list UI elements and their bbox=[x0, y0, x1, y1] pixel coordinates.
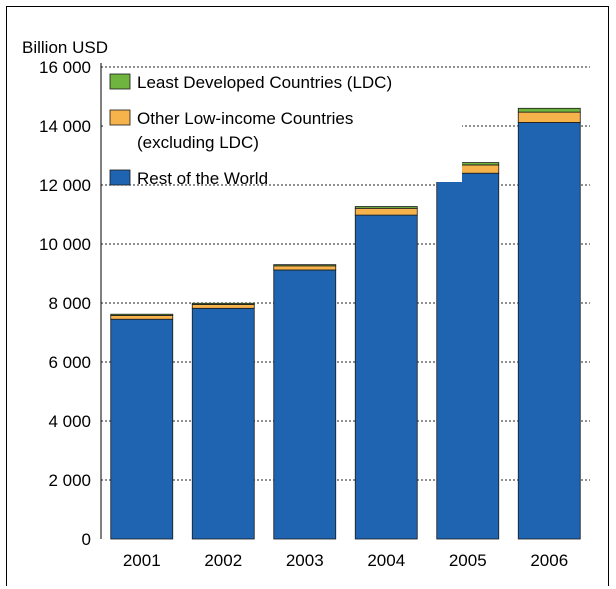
legend-label: Least Developed Countries (LDC) bbox=[137, 73, 392, 92]
x-tick-label: 2002 bbox=[204, 551, 242, 570]
bar-segment bbox=[110, 314, 174, 320]
y-tick-label: 16 000 bbox=[39, 58, 91, 77]
x-tick-label: 2005 bbox=[449, 551, 487, 570]
y-tick-label: 6 000 bbox=[48, 353, 91, 372]
bar-segment bbox=[273, 269, 337, 540]
bar-segment bbox=[191, 304, 255, 309]
y-tick-label: 10 000 bbox=[39, 235, 91, 254]
bar-segment bbox=[191, 302, 255, 305]
x-tick-label: 2001 bbox=[123, 551, 161, 570]
legend: Least Developed Countries (LDC) Other Low… bbox=[104, 69, 462, 188]
bar-layer bbox=[110, 107, 581, 540]
x-tick-label: 2006 bbox=[530, 551, 568, 570]
bar-segment bbox=[436, 172, 500, 540]
y-tick-label: 4 000 bbox=[48, 412, 91, 431]
y-tick-label: 12 000 bbox=[39, 176, 91, 195]
legend-label: Rest of the World bbox=[137, 169, 268, 188]
bar-segment bbox=[273, 265, 337, 271]
legend-swatch bbox=[109, 109, 131, 126]
y-tick-label: 0 bbox=[82, 530, 91, 549]
bar-segment bbox=[517, 107, 581, 113]
legend-label: Other Low-income Countries bbox=[137, 109, 353, 128]
bar-segment bbox=[110, 318, 174, 540]
bar-segment bbox=[354, 207, 418, 216]
axis-layer: 0 2 000 4 000 6 000 8 000 10 000 12 000 14 000 1… bbox=[39, 58, 568, 570]
y-tick-label: 8 000 bbox=[48, 294, 91, 313]
bar-segment bbox=[354, 214, 418, 540]
bar-segment bbox=[273, 264, 337, 267]
y-axis-title: Billion USD bbox=[22, 38, 108, 57]
x-tick-label: 2004 bbox=[367, 551, 405, 570]
bar-segment bbox=[110, 313, 174, 316]
bar-segment bbox=[517, 111, 581, 123]
legend-swatch bbox=[109, 73, 131, 90]
legend-background bbox=[104, 69, 462, 182]
bar-segment bbox=[191, 307, 255, 540]
bar-segment bbox=[354, 206, 418, 209]
y-tick-label: 14 000 bbox=[39, 117, 91, 136]
bar-segment bbox=[517, 122, 581, 540]
chart-frame bbox=[6, 6, 609, 586]
y-tick-label: 2 000 bbox=[48, 471, 91, 490]
x-tick-label: 2003 bbox=[286, 551, 324, 570]
legend-swatch bbox=[109, 169, 131, 186]
legend-label: (excluding LDC) bbox=[137, 133, 259, 152]
